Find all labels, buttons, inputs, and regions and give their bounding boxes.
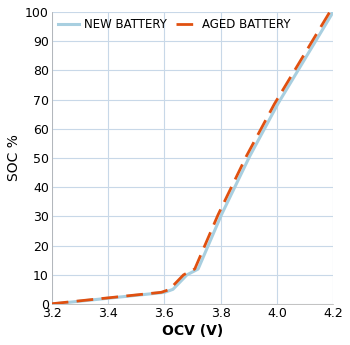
X-axis label: OCV (V): OCV (V) [162, 324, 223, 338]
Legend: NEW BATTERY, AGED BATTERY: NEW BATTERY, AGED BATTERY [58, 18, 290, 31]
Y-axis label: SOC %: SOC % [7, 135, 21, 181]
